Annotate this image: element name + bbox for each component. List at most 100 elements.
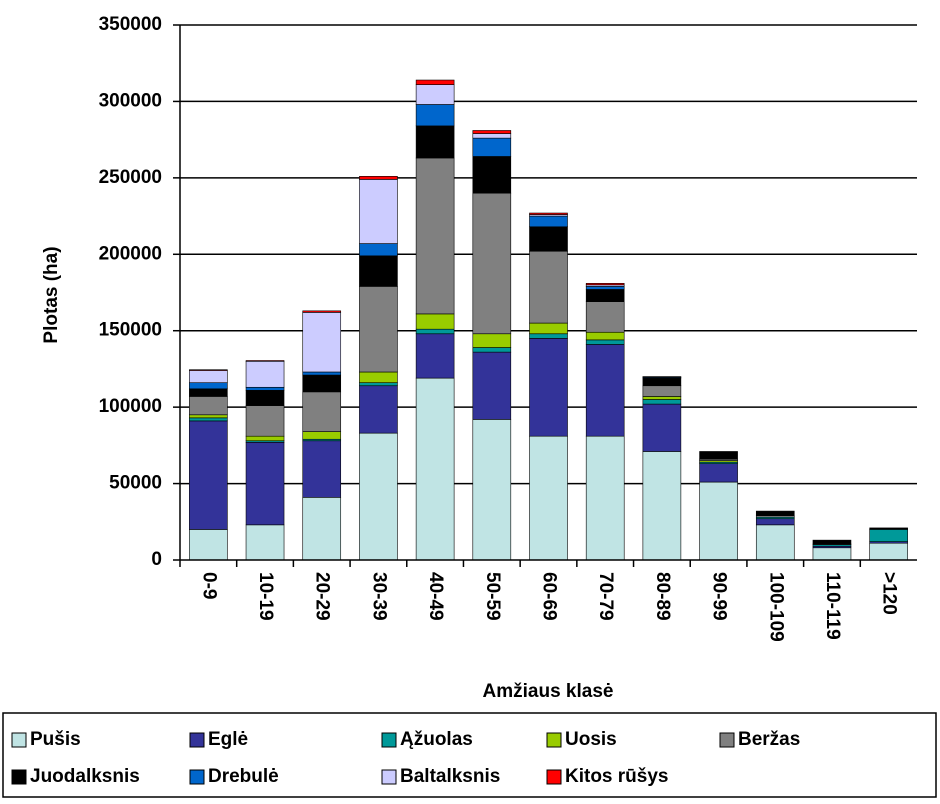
bar-segment [303, 497, 341, 560]
bar-segment [586, 340, 624, 345]
legend-swatch [382, 770, 396, 784]
legend-label: Drebulė [208, 766, 279, 787]
bar-segment [359, 383, 397, 386]
legend-swatch [720, 733, 734, 747]
legend-label: Uosis [565, 729, 617, 750]
y-tick-label: 250000 [99, 167, 162, 188]
bar-segment [700, 451, 738, 459]
bar-segment [303, 311, 341, 313]
bar-segment [473, 134, 511, 139]
legend-label: Juodalksnis [30, 766, 140, 787]
y-tick-label: 150000 [99, 320, 162, 341]
bar-segment [189, 421, 227, 530]
bar-segment [416, 334, 454, 378]
bar-segment [303, 441, 341, 498]
bar-segment [359, 176, 397, 179]
bar-segment [189, 418, 227, 421]
bar-segment [643, 378, 681, 386]
bar-segment [643, 386, 681, 397]
legend-label: Eglė [208, 729, 248, 750]
bar-segment [643, 400, 681, 405]
bar-segment [700, 464, 738, 482]
bar-segment [416, 329, 454, 334]
bar-segment [756, 511, 794, 516]
bar-segment [530, 213, 568, 215]
bar-segment [643, 396, 681, 399]
bar-segment [189, 383, 227, 389]
legend-swatch [190, 733, 204, 747]
bar-segment [246, 387, 284, 390]
y-tick-label: 350000 [99, 14, 162, 35]
bar-segment [643, 404, 681, 451]
bar-segment [586, 289, 624, 301]
bar-segment [189, 389, 227, 397]
y-axis-title: Plotas (ha) [41, 246, 62, 343]
legend-swatch [190, 770, 204, 784]
bar-segment [246, 361, 284, 362]
bar-segment [530, 323, 568, 334]
legend-label: Baltalksnis [400, 766, 500, 787]
legend-swatch [12, 770, 26, 784]
bar-segment [303, 372, 341, 375]
bar-segment [303, 312, 341, 372]
bar-segment [359, 372, 397, 383]
bar-segment [246, 436, 284, 441]
legend-swatch [382, 733, 396, 747]
bar-segment [756, 525, 794, 560]
x-tick-label: 20-29 [312, 572, 333, 621]
bar-segment [416, 126, 454, 158]
bar-segment [189, 415, 227, 418]
x-tick-label: 60-69 [538, 572, 559, 621]
bar-segment [359, 433, 397, 560]
bar-segment [359, 256, 397, 287]
bar-segment [303, 392, 341, 432]
bar-segment [473, 352, 511, 419]
bar-segment [870, 528, 908, 530]
bar-segment [359, 244, 397, 256]
bar-segment [813, 540, 851, 544]
bar-segment [473, 130, 511, 133]
legend-label: Beržas [738, 729, 800, 750]
bar-segment [870, 543, 908, 560]
bar-segment [530, 216, 568, 227]
x-tick-label: 10-19 [255, 572, 276, 621]
x-tick-label: 90-99 [709, 572, 730, 621]
legend-swatch [547, 770, 561, 784]
bar-segment [473, 138, 511, 156]
y-tick-label: 100000 [99, 396, 162, 417]
bar-segment [700, 482, 738, 560]
legend-swatch [547, 733, 561, 747]
legend-label: Kitos rūšys [565, 766, 668, 787]
bar-segment [189, 396, 227, 414]
bar-segment [189, 529, 227, 560]
bar-segment [473, 193, 511, 334]
bar-segment [416, 85, 454, 105]
y-tick-label: 300000 [99, 90, 162, 111]
bar-segment [530, 338, 568, 436]
bar-segment [246, 361, 284, 387]
bar-segment [359, 286, 397, 372]
x-tick-label: 0-9 [198, 572, 219, 599]
x-tick-label: >120 [879, 572, 900, 615]
bar-segment [586, 344, 624, 436]
bar-segment [246, 406, 284, 437]
x-tick-label: 80-89 [652, 572, 673, 621]
legend-swatch [12, 733, 26, 747]
bar-segment [586, 332, 624, 340]
bar-segment [586, 302, 624, 333]
y-tick-label: 50000 [109, 473, 162, 494]
bar-segment [303, 432, 341, 440]
bar-segment [246, 390, 284, 405]
bar-segment [473, 334, 511, 348]
bar-segment [416, 158, 454, 314]
bar-segment [530, 334, 568, 339]
y-tick-label: 200000 [99, 243, 162, 264]
legend-label: Ąžuolas [400, 729, 473, 750]
bar-segment [473, 348, 511, 353]
bar-segment [246, 442, 284, 525]
x-tick-label: 110-119 [822, 572, 843, 640]
bar-segment [643, 451, 681, 560]
bar-segment [530, 251, 568, 323]
x-tick-label: 50-59 [482, 572, 503, 621]
